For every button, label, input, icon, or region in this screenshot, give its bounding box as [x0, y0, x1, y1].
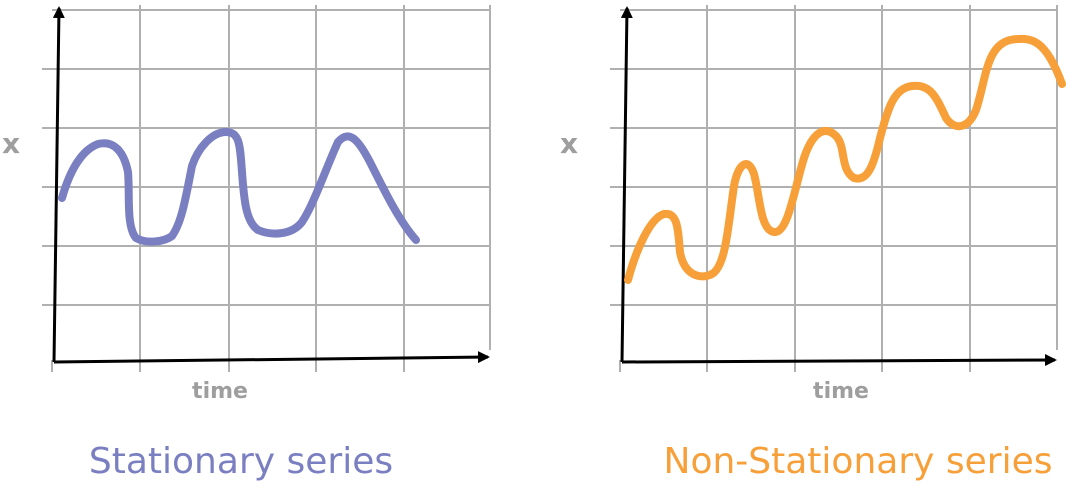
stationary-x-label: time: [192, 379, 248, 404]
stationary-axes: [52, 6, 490, 364]
stationary-panel: x time Stationary series: [2, 5, 491, 482]
stationary-series-line: [58, 128, 420, 246]
non-stationary-series-line: [624, 34, 1066, 284]
non-stationary-caption: Non-Stationary series: [664, 441, 1053, 482]
non-stationary-x-axis: [621, 354, 1057, 367]
non-stationary-x-label: time: [813, 379, 869, 404]
non-stationary-y-axis: [620, 6, 633, 363]
non-stationary-grid: [610, 5, 1058, 372]
stationary-y-axis: [52, 6, 65, 363]
non-stationary-y-label: x: [560, 127, 578, 160]
stationary-caption: Stationary series: [89, 441, 393, 482]
non-stationary-axes: [620, 6, 1057, 367]
stationary-y-label: x: [2, 127, 20, 160]
stationary-grid: [42, 5, 491, 372]
stationary-x-axis: [53, 351, 490, 364]
non-stationary-panel: x time Non-Stationary series: [560, 5, 1066, 482]
